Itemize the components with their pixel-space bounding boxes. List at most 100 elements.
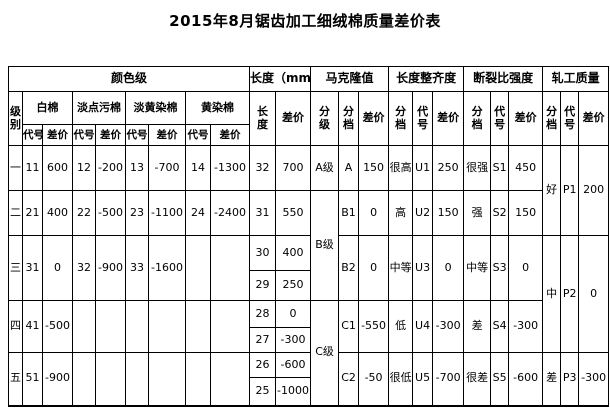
cell-r1-white-code: 11 (22, 145, 43, 191)
cell-r4-length: 29 (249, 270, 277, 301)
cell-r3-uni-diff: 0 (432, 235, 465, 301)
cell-r4-length-diff: 250 (275, 270, 312, 301)
header-str-range: 分档 (463, 91, 492, 146)
header-uni-range: 分档 (388, 91, 414, 146)
cell-r1-spot-diff: -200 (95, 145, 126, 191)
cell-r5-length: 28 (249, 300, 277, 328)
cell-r2-spot-diff: -500 (95, 190, 126, 236)
cell-r1-y-diff: -1300 (209, 145, 251, 191)
cell-r7-length: 26 (249, 352, 277, 378)
cell-r8-length-diff: -1000 (275, 377, 312, 406)
cell-r5-uni-code: U4 (412, 300, 434, 353)
cell-r2-uni-diff: 150 (432, 190, 465, 236)
cell-r1-mic-grade: A级 (310, 145, 340, 191)
cell-r7-uni-diff: -700 (432, 352, 465, 406)
cell-r3-mic-diff: 0 (358, 235, 390, 301)
header-uni-code: 代号 (412, 91, 434, 146)
table-row: 五 51 -900 26 -600 C2 -50 很低 U5 -700 很差 S… (8, 352, 610, 406)
cell-r1-str-range: 很强 (463, 145, 492, 191)
cell-r3-uni-range: 中等 (388, 235, 414, 301)
cell-r3-mic-range: B2 (338, 235, 360, 301)
header-row-groups: 颜色级 长度（mm） 马克隆值 长度整齐度 断裂比强度 轧工质量 (7, 66, 610, 92)
cell-r8-length: 25 (249, 377, 277, 406)
cell-r3-uni-code: U3 (412, 235, 434, 301)
cell-r5-str-diff: -300 (508, 300, 544, 353)
cell-r7-length-diff: -600 (275, 352, 312, 378)
cell-r1-ly-code: 13 (125, 145, 149, 191)
header-length-label: 长度 (257, 105, 269, 132)
cell-r5-ly-code-empty (125, 300, 149, 353)
header-str-code: 代号 (490, 91, 510, 146)
header-length-diff: 差价 (275, 91, 312, 146)
header-ly-diff: 差价 (148, 124, 186, 146)
cell-r1-y-code: 14 (185, 145, 211, 191)
cell-r7-str-code: S5 (490, 352, 510, 406)
cell-r1-gin-code: P1 (560, 145, 580, 236)
cell-r1-grade: 一 (8, 145, 23, 191)
header-gin-diff: 差价 (578, 91, 610, 146)
cell-r3-ly-diff: -1600 (148, 235, 186, 301)
cell-r5-grade: 四 (8, 300, 23, 353)
cell-r2-y-code: 24 (185, 190, 211, 236)
cell-r1-ly-diff: -700 (148, 145, 186, 191)
header-ly-code: 代号 (125, 124, 149, 146)
cell-r6-length-diff: -300 (275, 327, 312, 353)
cell-r5-white-code: 41 (22, 300, 43, 353)
header-uni-range-label: 分档 (395, 105, 407, 132)
cell-r1-mic-range: A (338, 145, 360, 191)
cell-r3-gin-code: P2 (560, 235, 580, 353)
header-mic-range: 分档 (338, 91, 360, 146)
cell-r5-white-diff: -500 (42, 300, 73, 353)
cell-r5-mic-grade: C级 (310, 300, 340, 406)
cell-r2-ly-diff: -1100 (148, 190, 186, 236)
cell-r1-spot-code: 12 (72, 145, 96, 191)
header-white-code: 代号 (22, 124, 43, 146)
cell-r2-uni-code: U2 (412, 190, 434, 236)
cell-r7-white-diff: -900 (42, 352, 73, 406)
cell-r7-y-diff-empty (209, 352, 251, 406)
header-light-spotted-cotton: 淡点污棉 (72, 91, 126, 125)
cell-r3-y-code-empty (185, 235, 211, 301)
cell-r1-str-diff: 450 (508, 145, 544, 191)
cell-r2-grade: 二 (8, 190, 23, 236)
cell-r2-mic-diff: 0 (358, 190, 390, 236)
cell-r5-y-code-empty (185, 300, 211, 353)
cell-r7-spot-code-empty (72, 352, 96, 406)
cell-r2-uni-range: 高 (388, 190, 414, 236)
cell-r3-gin-diff: 0 (578, 235, 610, 353)
cell-r7-ly-code-empty (125, 352, 149, 406)
cell-r5-length-diff: 0 (275, 300, 312, 328)
cell-r1-uni-range: 很高 (388, 145, 414, 191)
cell-r3-y-diff-empty (209, 235, 251, 301)
cell-r2-white-code: 21 (22, 190, 43, 236)
cell-r7-y-code-empty (185, 352, 211, 406)
header-gin-code: 代号 (560, 91, 580, 146)
header-mic-grading-label: 分级 (319, 105, 331, 132)
header-gin-range-label: 分档 (546, 105, 558, 132)
cell-r7-white-code: 51 (22, 352, 43, 406)
cell-r3-grade: 三 (8, 235, 23, 301)
table-row: 25 -1000 (9, 377, 609, 406)
cell-r5-uni-diff: -300 (432, 300, 465, 353)
cell-r5-uni-range: 低 (388, 300, 414, 353)
header-light-yellow-cotton: 淡黄染棉 (125, 91, 186, 125)
header-yellow-cotton: 黄染棉 (184, 91, 251, 125)
cell-r1-length-diff: 700 (275, 145, 312, 191)
cell-r2-mic-grade: B级 (310, 190, 340, 301)
header-y-code: 代号 (185, 124, 211, 146)
cell-r5-str-code: S4 (490, 300, 510, 353)
cell-r3-str-diff: 0 (508, 235, 544, 301)
header-spot-code: 代号 (72, 124, 96, 146)
header-row-code-diff: 代号 差价 代号 差价 代号 差价 代号 差价 (9, 124, 609, 146)
cell-r2-spot-code: 22 (72, 190, 96, 236)
cell-r3-str-range: 中等 (463, 235, 492, 301)
header-uni-diff: 差价 (432, 91, 465, 146)
header-grade: 级别 (8, 91, 23, 146)
cell-r2-y-diff: -2400 (209, 190, 251, 236)
header-gin-range: 分档 (542, 91, 562, 146)
cell-r7-gin-diff: -300 (578, 352, 610, 406)
cell-r7-mic-diff: -50 (358, 352, 390, 406)
cell-r7-uni-range: 很低 (388, 352, 414, 406)
cell-r3-spot-diff: -900 (95, 235, 126, 301)
